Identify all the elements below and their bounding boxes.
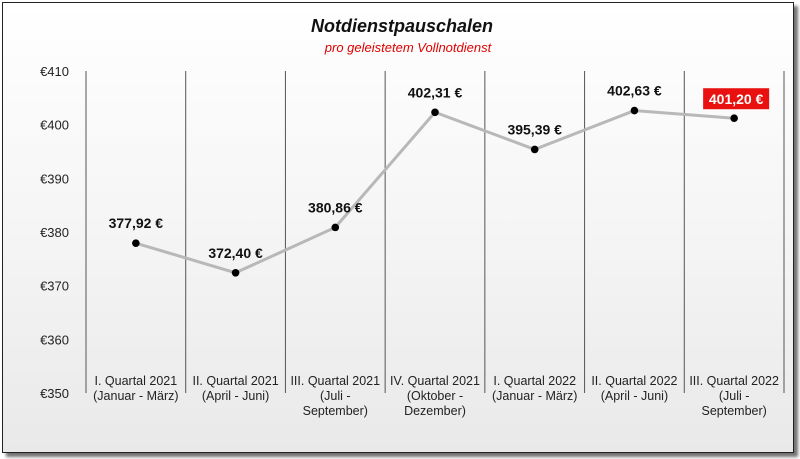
data-point (730, 114, 738, 123)
x-category-label: I. Quartal 2021 (Januar - März) (93, 374, 178, 403)
data-label: 372,40 € (208, 245, 263, 261)
x-category-label: IV. Quartal 2021 (Oktober -Dezember) (390, 374, 480, 418)
data-label: 401,20 € (709, 91, 764, 107)
data-label: 380,86 € (308, 199, 363, 215)
y-axis: €350 €360 €370 €380 €390 €400 €410 (40, 64, 69, 401)
y-tick-label: €380 (40, 225, 69, 240)
data-point (132, 239, 140, 247)
data-point (231, 268, 240, 277)
data-label: 402,63 € (607, 83, 662, 99)
x-category-label: II. Quartal 2021 (April - Juni) (192, 374, 278, 403)
y-tick-label: €410 (40, 64, 69, 79)
y-tick-label: €360 (40, 332, 69, 347)
data-point (331, 223, 340, 232)
x-category-label: II. Quartal 2022 (April - Juni) (591, 374, 677, 403)
data-label: 395,39 € (507, 121, 562, 137)
data-label: 402,31 € (408, 84, 463, 100)
x-category-label: III. Quartal 2022 (Juli -September) (689, 374, 779, 418)
chart-frame: Notdienstpauschalen pro geleistetem Voll… (2, 2, 794, 453)
data-point (630, 106, 639, 115)
x-category-label: III. Quartal 2021 (Juli -September) (290, 374, 380, 418)
data-labels: 377,92 € 372,40 € 380,86 € 402,31 € 395,39 €… (109, 83, 770, 261)
series-line (132, 106, 738, 277)
chart-title: Notdienstpauschalen (311, 16, 493, 36)
data-label: 377,92 € (109, 215, 164, 231)
data-point (431, 108, 439, 117)
y-tick-label: €370 (40, 279, 69, 294)
data-label-highlight-box (703, 88, 770, 110)
data-point (530, 145, 539, 154)
x-category-label: I. Quartal 2022 (Januar - März) (492, 374, 577, 403)
y-tick-label: €350 (40, 386, 69, 401)
y-tick-label: €390 (40, 171, 69, 186)
line-chart: Notdienstpauschalen pro geleistetem Voll… (40, 16, 785, 418)
chart-subtitle: pro geleistetem Vollnotdienst (324, 40, 493, 55)
y-tick-label: €400 (40, 118, 69, 133)
grid-lines (85, 71, 785, 393)
x-axis-categories: I. Quartal 2021 (Januar - März) II. Quarta… (93, 374, 779, 418)
